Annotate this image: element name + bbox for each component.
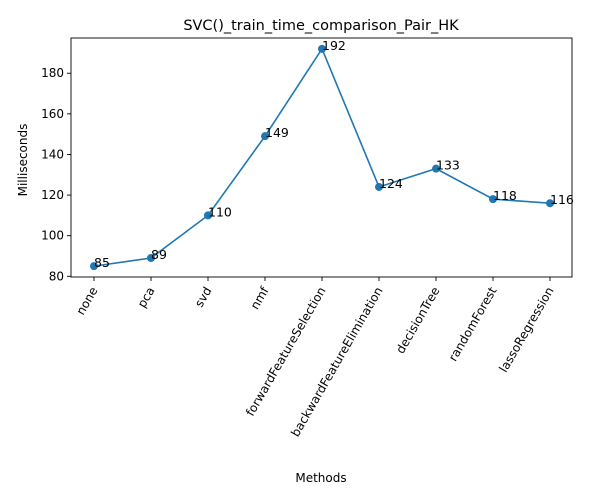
data-label: 89 [151, 247, 167, 262]
x-tick-label: randomForest [446, 284, 500, 363]
y-tick-label: 120 [41, 188, 64, 202]
y-axis: 80 100 120 140 160 180 [41, 66, 71, 283]
data-point [318, 44, 326, 53]
y-tick-label: 180 [41, 66, 64, 80]
x-axis-label: Methods [295, 471, 346, 485]
data-point [489, 195, 497, 204]
data-label: 133 [436, 158, 460, 173]
data-label: 110 [208, 204, 232, 219]
chart-title: SVC()_train_time_comparison_Pair_HK [183, 18, 459, 34]
y-tick-label: 100 [41, 229, 64, 243]
x-tick-label: nmf [248, 284, 272, 312]
series-milliseconds [90, 44, 554, 271]
data-label: 85 [94, 255, 110, 270]
data-label: 116 [550, 192, 574, 207]
plot-frame [70, 37, 573, 278]
data-point [204, 211, 212, 220]
data-point [432, 164, 440, 173]
y-tick-label: 160 [41, 107, 64, 121]
y-axis-label: Milliseconds [16, 124, 30, 197]
x-tick-label: svd [192, 285, 215, 310]
y-tick-label: 140 [41, 147, 64, 161]
x-tick-label: decisionTree [393, 285, 442, 356]
y-tick-label: 80 [49, 269, 64, 283]
x-tick-label: pca [135, 285, 158, 311]
data-point [147, 254, 155, 263]
series-line [93, 47, 551, 267]
x-tick-label: lassoRegression [496, 285, 556, 375]
data-labels: 85 89 110 149 192 124 133 118 116 [94, 38, 574, 270]
x-axis: none pca svd nmfforwardFeatureSelectionback… [74, 277, 557, 439]
data-point [546, 199, 554, 208]
data-point [261, 132, 269, 141]
data-label: 192 [322, 38, 346, 53]
data-point [375, 182, 383, 191]
x-tick-label: none [74, 285, 101, 318]
data-label: 149 [265, 125, 289, 140]
data-label: 124 [379, 176, 403, 191]
data-label: 118 [493, 188, 517, 203]
data-point [90, 262, 98, 271]
